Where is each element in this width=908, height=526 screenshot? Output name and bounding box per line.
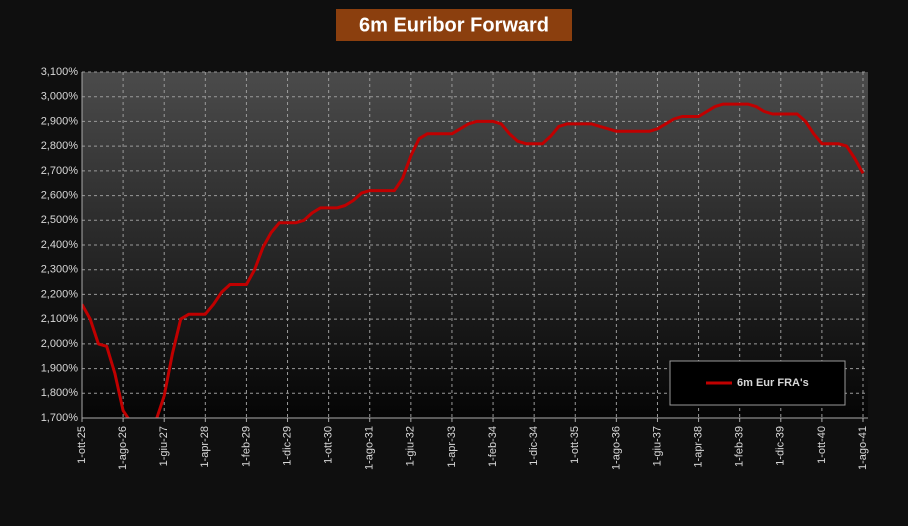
x-tick-label: 1-dic-29	[281, 426, 293, 466]
y-tick-label: 3,000%	[41, 91, 79, 103]
y-tick-label: 2,100%	[41, 313, 79, 325]
y-tick-label: 2,500%	[41, 214, 79, 226]
x-tick-label: 1-ago-41	[857, 426, 869, 470]
x-tick-label: 1-dic-34	[528, 426, 540, 466]
x-tick-label: 1-feb-29	[240, 426, 252, 467]
legend-label: 6m Eur FRA's	[737, 377, 809, 389]
x-tick-label: 1-apr-33	[446, 426, 458, 468]
x-tick-label: 1-dic-39	[775, 426, 787, 466]
x-tick-label: 1-feb-34	[487, 426, 499, 467]
y-tick-label: 2,700%	[41, 165, 79, 177]
x-tick-label: 1-giu-37	[651, 426, 663, 466]
y-tick-label: 1,700%	[41, 412, 79, 424]
x-tick-label: 1-feb-39	[734, 426, 746, 467]
y-tick-label: 1,900%	[41, 362, 79, 374]
y-tick-label: 3,100%	[41, 66, 79, 78]
x-tick-label: 1-ott-35	[569, 426, 581, 464]
x-tick-label: 1-ott-25	[76, 426, 88, 464]
data-line	[82, 102, 865, 418]
y-tick-label: 2,300%	[41, 264, 79, 276]
x-tick-label: 1-ago-36	[610, 426, 622, 470]
y-tick-label: 1,800%	[41, 387, 79, 399]
y-tick-label: 2,400%	[41, 239, 79, 251]
y-tick-label: 2,900%	[41, 115, 79, 127]
y-tick-label: 2,800%	[41, 140, 79, 152]
legend	[669, 360, 846, 406]
x-tick-label: 1-ott-40	[816, 426, 828, 464]
x-tick-label: 1-ago-31	[364, 426, 376, 470]
y-tick-label: 2,200%	[41, 288, 79, 300]
y-tick-label: 2,000%	[41, 338, 79, 350]
title-box	[336, 9, 572, 41]
x-tick-label: 1-ago-26	[117, 426, 129, 470]
x-tick-label: 1-apr-28	[199, 426, 211, 468]
x-tick-label: 1-giu-27	[158, 426, 170, 466]
x-tick-label: 1-giu-32	[405, 426, 417, 466]
x-tick-label: 1-apr-38	[692, 426, 704, 468]
chart-title: 6m Euribor Forward	[359, 14, 549, 36]
y-tick-label: 2,600%	[41, 189, 79, 201]
x-tick-label: 1-ott-30	[323, 426, 335, 464]
